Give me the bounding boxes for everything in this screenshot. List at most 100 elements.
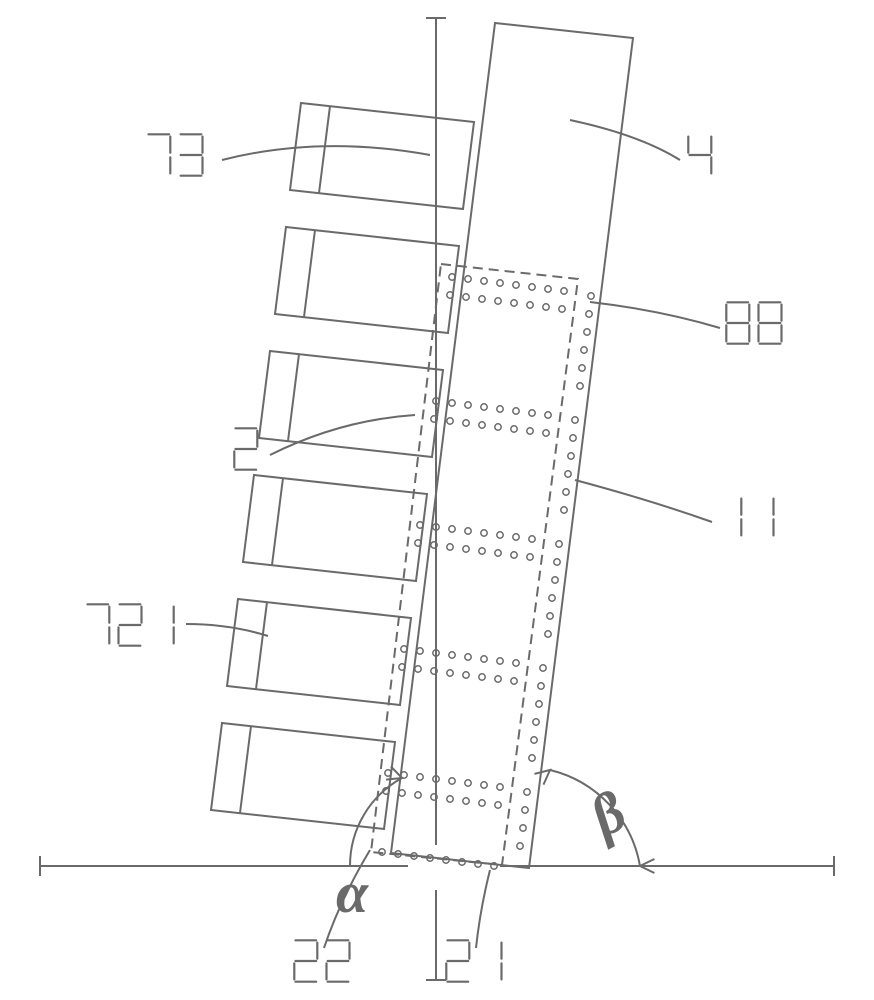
dot-38: [572, 417, 578, 423]
dot-83: [538, 683, 544, 689]
dot-67: [417, 648, 423, 654]
label-88: [726, 302, 749, 343]
label-22: [294, 940, 317, 981]
dot-19: [581, 347, 587, 353]
dot-97: [399, 790, 405, 796]
dot-37: [543, 430, 549, 436]
dot-90: [417, 774, 423, 780]
dot-105: [522, 807, 528, 813]
dot-35: [511, 426, 517, 432]
dot-59: [527, 554, 533, 560]
dot-64: [547, 613, 553, 619]
label-22: [327, 940, 350, 981]
dot-56: [479, 548, 485, 554]
plate-inner-line-5: [240, 726, 251, 813]
dot-27: [513, 408, 519, 414]
dot-28: [529, 410, 535, 416]
greek-beta: β: [578, 778, 637, 850]
dot-65: [545, 631, 551, 637]
dot-31: [447, 418, 453, 424]
dot-87: [529, 755, 535, 761]
leader-4: [570, 120, 680, 160]
label-73: [148, 134, 170, 173]
dot-29: [545, 412, 551, 418]
leader-721: [186, 624, 268, 636]
dot-55: [463, 546, 469, 552]
dot-7: [561, 288, 567, 294]
plate-3: [243, 475, 427, 581]
dot-9: [463, 294, 469, 300]
dot-78: [463, 672, 469, 678]
dot-106: [520, 825, 526, 831]
main-quad: [391, 23, 633, 868]
dot-102: [479, 800, 485, 806]
leader-11: [575, 480, 712, 522]
dot-58: [511, 552, 517, 558]
dot-43: [561, 507, 567, 513]
dot-75: [415, 666, 421, 672]
dot-71: [481, 656, 487, 662]
label-2: [234, 428, 257, 469]
dot-33: [479, 422, 485, 428]
dot-93: [465, 780, 471, 786]
dot-81: [511, 678, 517, 684]
dot-73: [513, 660, 519, 666]
dot-24: [465, 402, 471, 408]
plate-inner-line-2: [288, 354, 299, 441]
dot-40: [568, 453, 574, 459]
dot-14: [543, 304, 549, 310]
dot-20: [579, 365, 585, 371]
dot-42: [563, 489, 569, 495]
dot-70: [465, 654, 471, 660]
dot-21: [577, 383, 583, 389]
plate-inner-line-4: [256, 602, 267, 689]
dot-10: [479, 296, 485, 302]
dot-103: [495, 802, 501, 808]
dot-101: [463, 798, 469, 804]
dot-12: [511, 300, 517, 306]
dot-72: [497, 658, 503, 664]
dot-6: [545, 286, 551, 292]
dot-39: [570, 435, 576, 441]
dot-94: [481, 782, 487, 788]
label-88: [759, 302, 782, 343]
dot-95: [497, 784, 503, 790]
dot-23: [449, 400, 455, 406]
dot-79: [479, 674, 485, 680]
dot-104: [524, 789, 530, 795]
dot-46: [449, 526, 455, 532]
dot-107: [517, 843, 523, 849]
dot-34: [495, 424, 501, 430]
dot-100: [447, 796, 453, 802]
dot-57: [495, 550, 501, 556]
plate-2: [259, 351, 443, 457]
dot-86: [531, 737, 537, 743]
dot-84: [536, 701, 542, 707]
dot-61: [554, 559, 560, 565]
dot-4: [513, 282, 519, 288]
plate-4: [227, 599, 411, 705]
leader-2: [270, 415, 415, 455]
label-4: [688, 137, 711, 174]
dot-32: [463, 420, 469, 426]
dot-62: [552, 577, 558, 583]
dot-3: [497, 280, 503, 286]
plate-inner-line-0: [319, 106, 330, 193]
leader-21: [476, 870, 490, 948]
dot-51: [529, 536, 535, 542]
dot-85: [533, 719, 539, 725]
dot-15: [559, 306, 565, 312]
greek-alpha: α: [336, 860, 369, 925]
plate-5: [211, 723, 395, 829]
plate-0: [290, 103, 474, 209]
plate-inner-line-3: [272, 478, 283, 565]
dot-48: [481, 530, 487, 536]
leader-73: [222, 146, 430, 160]
dot-82: [540, 665, 546, 671]
dot-80: [495, 676, 501, 682]
dot-41: [565, 471, 571, 477]
dot-69: [449, 652, 455, 658]
dot-25: [481, 404, 487, 410]
dot-47: [465, 528, 471, 534]
leader-88: [590, 302, 720, 328]
